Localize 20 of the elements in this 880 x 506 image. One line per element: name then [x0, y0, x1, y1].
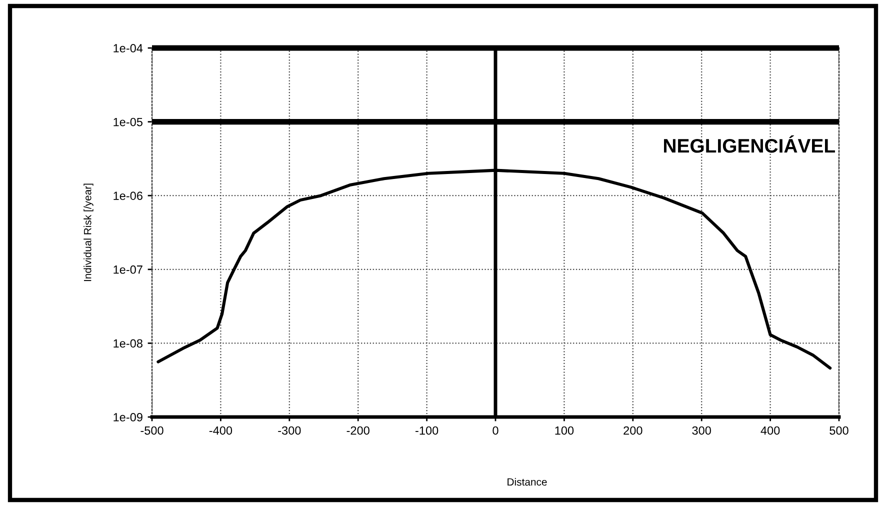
- x-tick-label: 100: [555, 426, 574, 435]
- x-tick-label: 400: [760, 426, 780, 435]
- y-axis-title: Individual Risk [/year]: [84, 184, 94, 282]
- ref-line-label: NEGLIGENCIÁVEL: [664, 135, 835, 153]
- x-tick-label: -100: [416, 426, 438, 435]
- y-tick-label: 1e-07: [114, 265, 142, 274]
- x-tick-label: 0: [492, 426, 498, 435]
- y-tick-label: 1e-06: [114, 192, 142, 200]
- x-tick-label: -300: [278, 426, 301, 435]
- y-tick-label: 1e-04: [114, 44, 143, 52]
- y-tick-label: 1e-05: [114, 118, 142, 126]
- y-tick-label: 1e-08: [114, 339, 142, 348]
- x-tick-label: -200: [346, 426, 370, 435]
- x-tick-label: 500: [830, 426, 848, 435]
- x-axis-title: Distance: [508, 478, 547, 486]
- x-tick-label: 300: [692, 426, 711, 435]
- x-tick-label: 200: [624, 426, 642, 435]
- x-tick-label: -400: [209, 426, 232, 435]
- x-tick-label: -500: [140, 426, 164, 435]
- y-tick-label: 1e-09: [114, 413, 142, 422]
